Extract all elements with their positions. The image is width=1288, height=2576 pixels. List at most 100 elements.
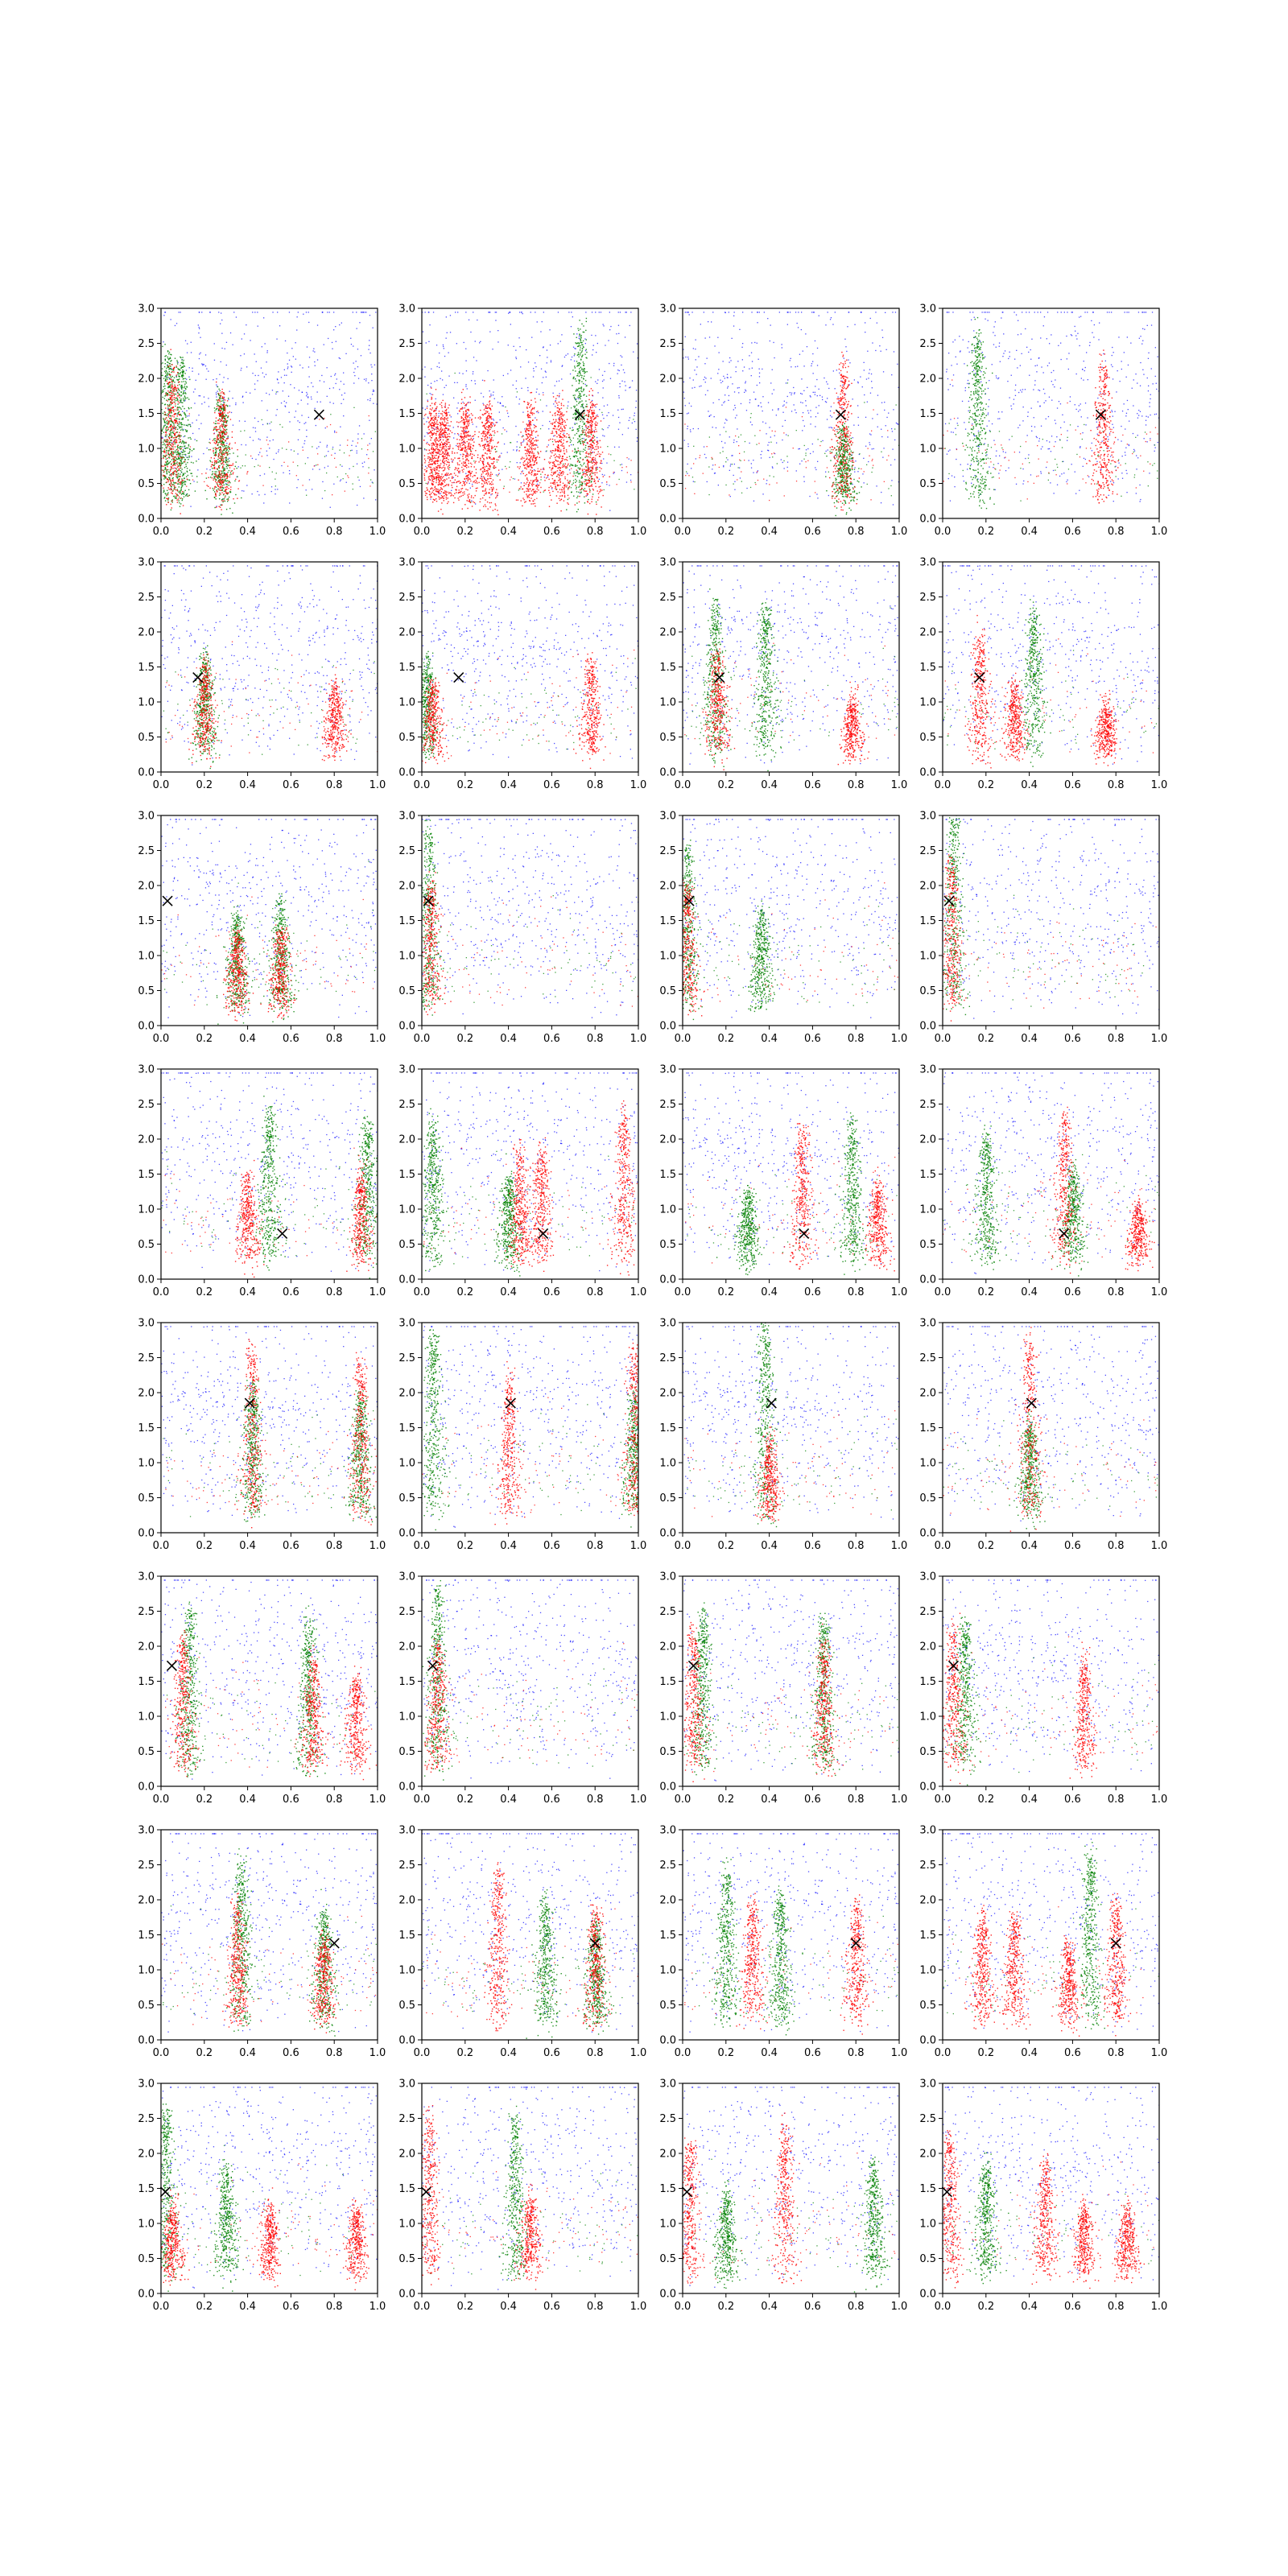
green-cluster-point	[226, 466, 227, 467]
green-cluster-point	[219, 460, 220, 461]
green-cluster-point	[206, 498, 207, 499]
green-cluster-point	[575, 479, 576, 480]
red-cluster-point	[214, 442, 215, 443]
green-cluster-point	[221, 499, 222, 500]
red-cluster-point	[467, 417, 468, 418]
background-point	[513, 385, 514, 386]
scatter-point	[613, 472, 614, 473]
green-cluster-point	[581, 352, 582, 353]
red-cluster-point	[175, 410, 176, 411]
scatter-point	[571, 440, 572, 441]
background-point	[356, 446, 357, 447]
green-cluster-point	[181, 443, 182, 444]
green-cluster-point	[165, 468, 166, 469]
red-cluster-point	[440, 497, 441, 498]
green-cluster-point	[170, 385, 171, 386]
red-cluster-point	[430, 479, 431, 480]
red-cluster-point	[218, 413, 219, 414]
green-cluster-point	[583, 346, 584, 347]
background-point	[425, 466, 426, 467]
green-cluster-point	[178, 389, 179, 390]
red-cluster-point	[179, 470, 180, 471]
red-cluster-point	[216, 496, 217, 497]
green-cluster-point	[164, 420, 165, 421]
red-cluster-point	[431, 455, 432, 456]
green-cluster-point	[580, 481, 581, 482]
red-cluster-point	[187, 479, 188, 480]
background-point	[226, 342, 227, 343]
green-cluster-point	[574, 353, 575, 354]
red-cluster-point	[431, 437, 432, 438]
red-cluster-point	[434, 499, 435, 500]
red-cluster-point	[450, 495, 451, 496]
red-cluster-point	[431, 459, 432, 460]
green-cluster-point	[217, 461, 218, 462]
green-cluster-point	[181, 424, 182, 425]
green-cluster-point	[226, 457, 227, 458]
red-cluster-point	[229, 474, 230, 475]
green-cluster-point	[171, 380, 172, 381]
green-cluster-point	[188, 445, 189, 446]
green-cluster-point	[216, 480, 217, 481]
y-tick-label: 0.0	[138, 514, 155, 526]
green-cluster-point	[179, 423, 180, 424]
red-cluster-point	[159, 460, 160, 461]
red-cluster-point	[448, 465, 449, 466]
green-cluster-point	[579, 417, 580, 418]
red-cluster-point	[444, 460, 445, 461]
green-cluster-point	[172, 478, 173, 479]
green-cluster-point	[181, 376, 182, 377]
green-cluster-point	[189, 452, 190, 453]
red-cluster-point	[471, 466, 472, 467]
background-point	[520, 473, 521, 474]
background-point	[507, 413, 508, 414]
background-point	[516, 397, 517, 398]
scatter-point	[244, 430, 245, 431]
green-cluster-point	[184, 397, 185, 398]
red-cluster-point	[180, 457, 181, 458]
scatter-point	[564, 487, 565, 488]
red-cluster-point	[489, 400, 490, 401]
green-cluster-point	[570, 442, 571, 443]
red-cluster-point	[441, 442, 442, 443]
red-cluster-point	[221, 500, 222, 501]
green-cluster-point	[579, 380, 580, 381]
green-cluster-point	[232, 513, 233, 514]
red-cluster-point	[437, 427, 438, 428]
red-cluster-point	[437, 426, 438, 427]
background-point	[608, 427, 609, 428]
red-cluster-point	[489, 502, 490, 503]
red-cluster-point	[226, 425, 227, 426]
red-cluster-point	[222, 463, 223, 464]
red-cluster-point	[230, 489, 231, 490]
green-cluster-point	[579, 391, 580, 392]
red-cluster-point	[472, 436, 473, 437]
red-cluster-point	[458, 492, 459, 493]
green-cluster-point	[167, 393, 168, 394]
red-cluster-point	[220, 507, 221, 508]
scatter-point	[539, 482, 540, 483]
red-cluster-point	[229, 464, 230, 465]
points-layer	[416, 312, 639, 515]
green-cluster-point	[180, 430, 181, 431]
green-cluster-point	[214, 455, 215, 456]
green-cluster-point	[579, 393, 580, 394]
red-cluster-point	[470, 449, 471, 450]
green-cluster-point	[165, 500, 166, 501]
green-cluster-point	[578, 487, 579, 488]
scatter-point	[434, 415, 435, 416]
red-cluster-point	[229, 443, 230, 444]
red-cluster-point	[211, 466, 212, 467]
red-cluster-point	[484, 446, 485, 447]
green-cluster-point	[174, 399, 175, 400]
red-cluster-point	[432, 433, 433, 434]
red-cluster-point	[435, 433, 436, 434]
scatter-point	[367, 444, 368, 445]
green-cluster-point	[222, 434, 223, 435]
red-cluster-point	[458, 471, 459, 472]
red-cluster-point	[447, 436, 448, 437]
red-cluster-point	[172, 474, 173, 475]
green-cluster-point	[584, 354, 585, 355]
green-cluster-point	[579, 368, 580, 369]
red-cluster-point	[223, 454, 224, 455]
